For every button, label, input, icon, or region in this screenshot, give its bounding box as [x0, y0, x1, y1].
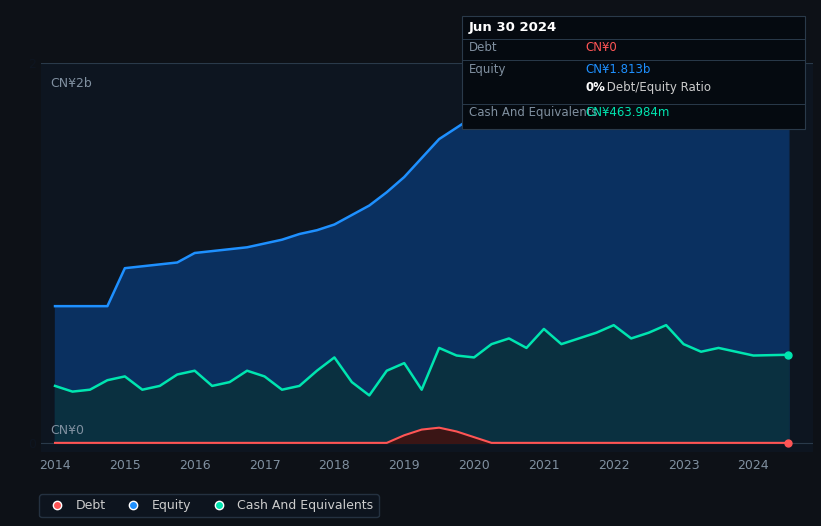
Text: 0%: 0%: [585, 82, 605, 95]
Text: CN¥0: CN¥0: [585, 41, 617, 54]
Text: CN¥0: CN¥0: [50, 424, 85, 437]
Text: CN¥1.813b: CN¥1.813b: [585, 63, 651, 76]
Legend: Debt, Equity, Cash And Equivalents: Debt, Equity, Cash And Equivalents: [39, 494, 378, 517]
Text: Jun 30 2024: Jun 30 2024: [469, 21, 557, 34]
Text: Cash And Equivalents: Cash And Equivalents: [469, 106, 598, 119]
Text: Equity: Equity: [469, 63, 507, 76]
Text: CN¥2b: CN¥2b: [50, 77, 92, 90]
Text: Debt: Debt: [469, 41, 498, 54]
Text: CN¥463.984m: CN¥463.984m: [585, 106, 670, 119]
Text: Debt/Equity Ratio: Debt/Equity Ratio: [603, 82, 712, 95]
